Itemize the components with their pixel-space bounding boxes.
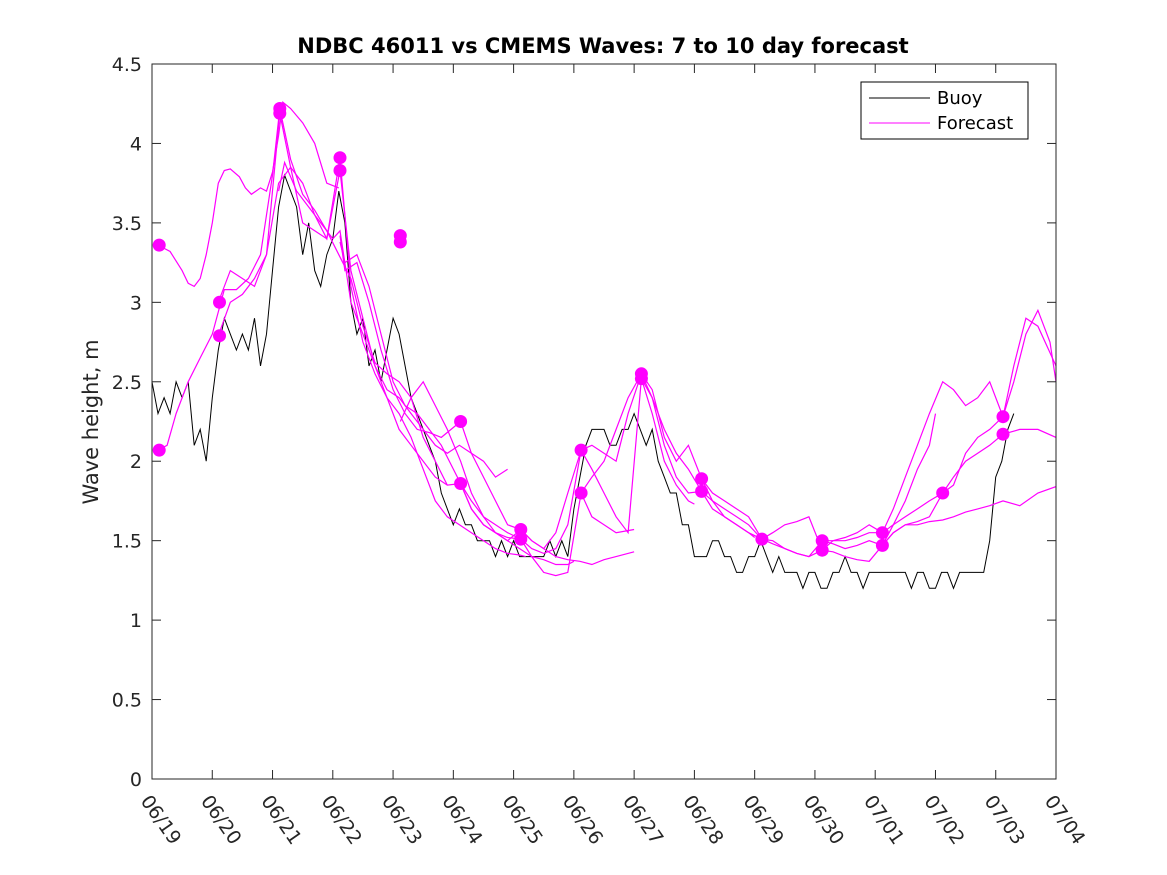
forecast-marker-22 [815,543,829,557]
y-tick-label: 0.5 [112,690,142,712]
forecast-series-line-14 [881,486,1056,546]
forecast-series-line-4 [217,157,526,558]
forecast-marker-21 [815,534,829,548]
forecast-marker-24 [875,538,889,552]
forecast-marker-26 [996,410,1010,424]
legend-label-buoy: Buoy [937,88,983,109]
y-tick-label: 2.5 [112,372,142,394]
y-tick-label: 3.5 [112,213,142,235]
forecast-series-line-9 [460,372,756,555]
y-tick-label: 0 [130,769,142,791]
forecast-series-line-5 [278,160,575,566]
y-tick-label: 3 [130,292,142,314]
forecast-series-line-6 [339,235,635,566]
forecast-marker-2 [213,295,226,309]
forecast-marker-9 [393,235,407,249]
y-tick-label: 4.5 [112,54,142,76]
forecast-marker-5 [273,106,287,120]
forecast-marker-1 [152,443,166,457]
forecast-marker-0 [152,238,166,252]
forecast-series-line-2 [157,108,448,486]
buoy-series-line [152,173,1015,590]
forecast-series-line-1 [157,100,340,288]
legend: Buoy Forecast [860,81,1029,140]
y-axis-title: Wave height, m [79,339,103,504]
chart-title: NDBC 46011 vs CMEMS Waves: 7 to 10 day f… [297,34,908,58]
axes-box [151,63,1057,780]
forecast-marker-18 [695,472,709,486]
forecast-marker-27 [996,427,1010,441]
forecast-marker-3 [213,329,226,343]
y-tick-label: 1 [130,610,142,632]
forecast-marker-17 [634,372,648,386]
forecast-marker-20 [755,532,769,546]
forecast-marker-13 [514,532,528,546]
legend-box [860,81,1029,140]
plot-area [152,100,1056,590]
forecast-marker-14 [574,443,588,457]
forecast-marker-15 [574,486,588,500]
y-tick-label: 1.5 [112,531,142,553]
forecast-series-line-11 [640,378,1056,558]
forecast-marker-10 [454,415,468,428]
forecast-series-line-8 [399,378,695,550]
forecast-marker-12 [514,523,528,536]
forecast-marker-7 [333,164,347,177]
y-tick-label: 4 [130,133,142,155]
forecast-marker-6 [333,151,347,165]
legend-label-forecast: Forecast [937,113,1013,134]
forecast-marker-11 [454,477,468,490]
forecast-marker-19 [695,484,709,498]
forecast-marker-25 [936,486,950,500]
y-tick-label: 2 [130,451,142,473]
forecast-marker-23 [875,526,889,540]
